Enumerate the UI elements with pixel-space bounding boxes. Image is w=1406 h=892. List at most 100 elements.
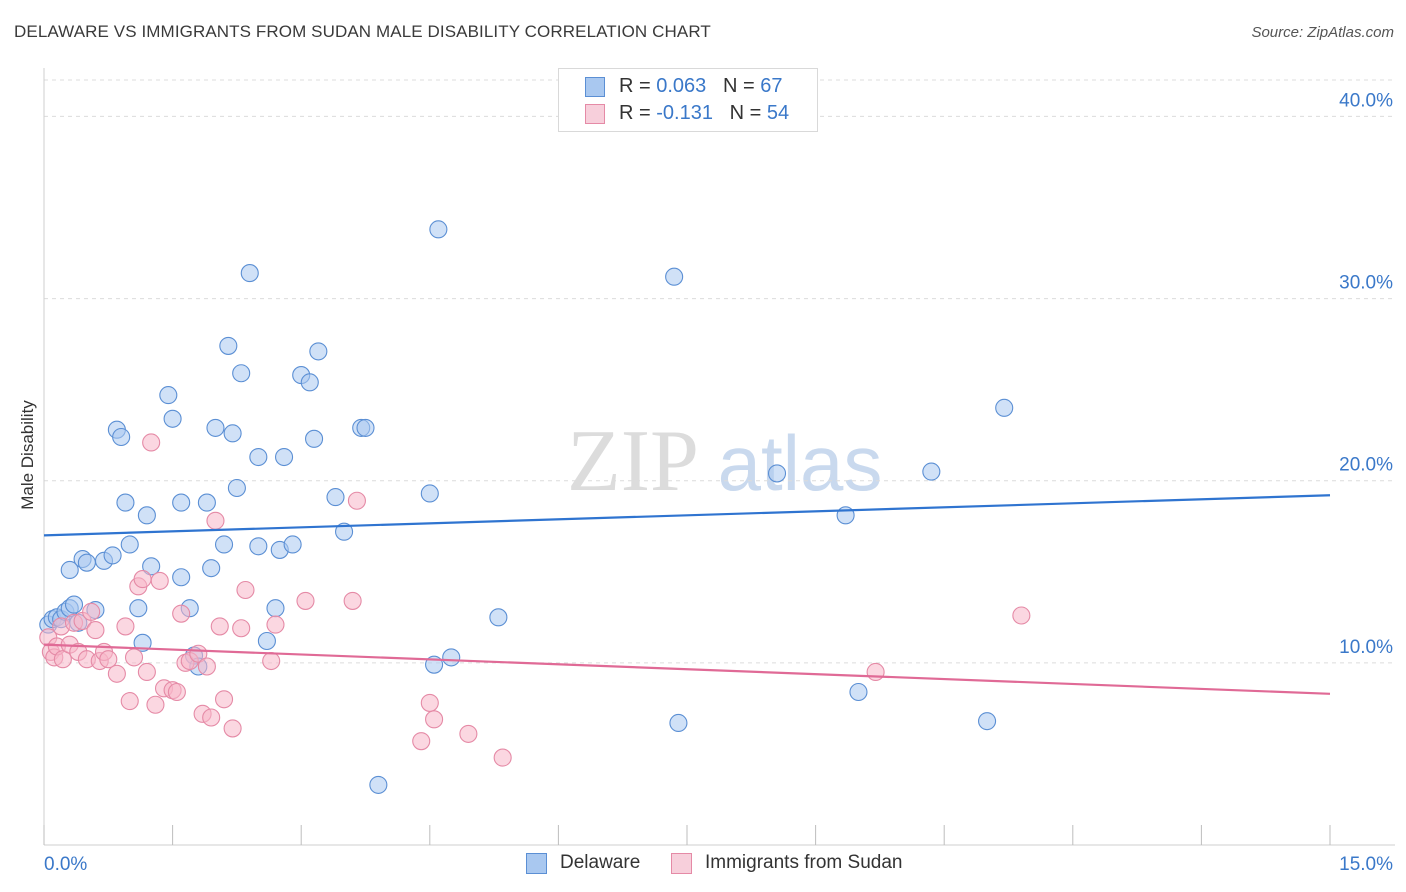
- y-tick-label: 30.0%: [1339, 273, 1393, 294]
- delaware-point: [275, 447, 294, 467]
- delaware-point: [232, 364, 251, 383]
- delaware-point: [142, 557, 161, 576]
- sudan-point: [150, 571, 169, 590]
- y-tick-label: 20.0%: [1339, 455, 1393, 476]
- delaware-point: [995, 398, 1014, 417]
- delaware-point: [240, 264, 259, 283]
- sudan-point: [412, 732, 431, 751]
- sudan-point: [202, 708, 221, 727]
- sudan-point: [133, 570, 152, 589]
- delaware-point: [214, 535, 234, 554]
- sudan-point: [425, 710, 444, 729]
- delaware-point: [120, 535, 139, 554]
- delaware-point: [283, 535, 302, 554]
- legend-n-value: 54: [766, 102, 790, 124]
- delaware-point: [767, 464, 787, 483]
- sudan-point: [866, 662, 885, 682]
- delaware-point: [137, 506, 156, 525]
- x-tick-label-start: 0.0%: [44, 854, 87, 875]
- legend-swatch-delaware: [585, 77, 605, 97]
- delaware-point: [64, 595, 84, 614]
- delaware-point: [116, 493, 135, 512]
- bottom-legend-swatch-delaware: [526, 853, 547, 874]
- sudan-point: [232, 619, 251, 638]
- watermark-zip: ZIP: [567, 413, 699, 510]
- delaware-point: [356, 418, 375, 437]
- sudan-point: [296, 591, 315, 610]
- sudan-point: [206, 511, 225, 530]
- sudan-point: [82, 602, 101, 621]
- legend-n-label: N =: [729, 102, 767, 124]
- delaware-point: [429, 220, 448, 239]
- legend-swatch-sudan: [585, 104, 605, 124]
- delaware-point: [112, 427, 131, 447]
- sudan-point: [343, 591, 362, 610]
- delaware-point: [326, 488, 345, 507]
- watermark-atlas: atlas: [718, 419, 883, 507]
- sudan-point: [172, 604, 191, 623]
- delaware-point: [669, 713, 688, 733]
- chart-title: DELAWARE VS IMMIGRANTS FROM SUDAN MALE D…: [14, 22, 711, 41]
- delaware-point: [335, 522, 354, 541]
- sudan-trend-line: [43, 643, 1331, 695]
- sudan-point: [197, 657, 216, 676]
- sudan-point: [124, 648, 144, 667]
- delaware-point: [249, 537, 268, 556]
- delaware-point: [442, 648, 461, 667]
- sudan-point: [53, 650, 72, 669]
- sudan-point: [120, 692, 139, 711]
- delaware-point: [219, 336, 238, 355]
- delaware-point: [172, 493, 191, 512]
- delaware-point: [206, 418, 225, 437]
- legend-r-label: R =: [619, 102, 657, 124]
- delaware-point: [249, 447, 268, 467]
- delaware-point: [197, 493, 216, 512]
- sudan-point: [167, 682, 186, 702]
- sudan-point: [146, 695, 165, 714]
- delaware-point: [163, 409, 182, 428]
- delaware-point: [305, 429, 324, 448]
- legend-r-label: R =: [619, 75, 657, 97]
- delaware-point: [227, 478, 246, 498]
- delaware-point: [665, 267, 684, 286]
- bottom-legend-label: Delaware: [560, 852, 641, 873]
- bottom-legend-label: Immigrants from Sudan: [705, 852, 903, 873]
- y-tick-label: 40.0%: [1339, 90, 1393, 111]
- legend-n-label: N =: [722, 75, 761, 97]
- delaware-point: [309, 342, 328, 361]
- delaware-point: [172, 568, 191, 587]
- sudan-point: [347, 491, 366, 510]
- sudan-point: [210, 617, 229, 636]
- delaware-point: [978, 712, 997, 731]
- delaware-point: [129, 599, 148, 618]
- sudan-point: [1012, 606, 1031, 625]
- delaware-trend-line: [43, 494, 1331, 537]
- delaware-point: [849, 682, 868, 702]
- delaware-point: [202, 559, 221, 578]
- y-tick-label: 10.0%: [1339, 637, 1393, 658]
- sudan-point: [86, 621, 105, 640]
- sudan-point: [214, 690, 234, 709]
- delaware-point: [223, 424, 242, 443]
- sudan-point: [236, 580, 255, 600]
- sudan-point: [116, 617, 135, 636]
- x-tick-label-end: 15.0%: [1339, 854, 1393, 875]
- legend-r-value: -0.131: [656, 102, 713, 124]
- sudan-point: [107, 664, 126, 683]
- sudan-point: [420, 693, 439, 712]
- sudan-point: [223, 719, 242, 738]
- delaware-point: [159, 386, 178, 405]
- delaware-point: [420, 484, 439, 503]
- delaware-point: [133, 633, 152, 652]
- delaware-point: [77, 553, 96, 572]
- delaware-point: [257, 631, 276, 651]
- delaware-point: [489, 608, 508, 627]
- delaware-point: [60, 560, 79, 580]
- delaware-point: [369, 775, 388, 794]
- legend-n-value: 67: [760, 75, 783, 97]
- delaware-point: [300, 373, 319, 392]
- sudan-point: [142, 433, 161, 452]
- bottom-legend-swatch-sudan: [671, 853, 692, 874]
- delaware-point: [103, 546, 122, 565]
- legend-r-value: 0.063: [656, 75, 707, 97]
